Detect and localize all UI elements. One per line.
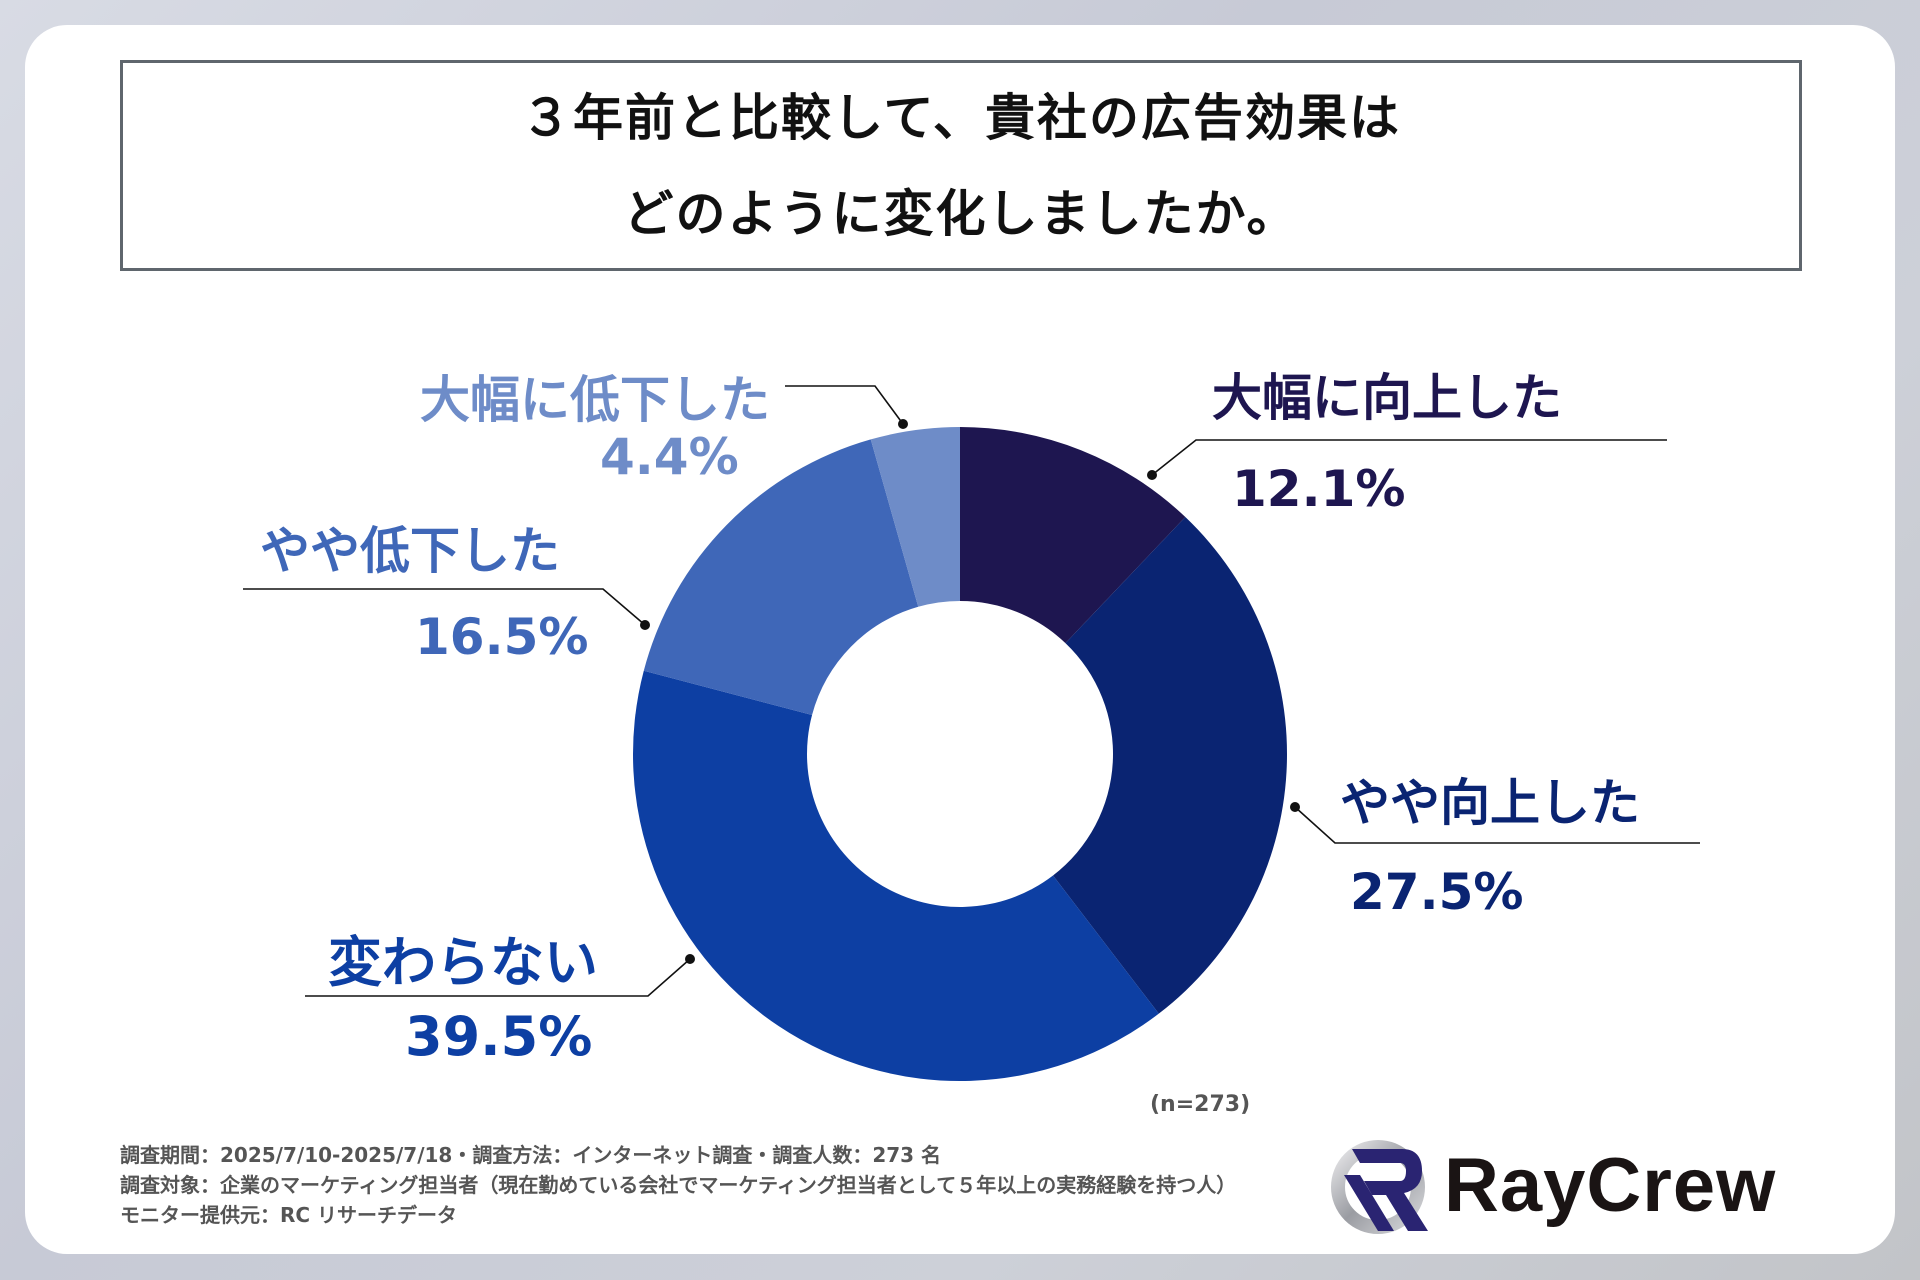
- label-value-s1: 27.5%: [1350, 863, 1524, 921]
- survey-footer: 調査期間：2025/7/10-2025/7/18・調査方法：インターネット調査・…: [120, 1140, 1236, 1230]
- title-line-2: どのように変化しましたか。: [623, 184, 1299, 243]
- label-value-s3: 16.5%: [415, 608, 589, 666]
- label-category-s3: やや低下した: [260, 522, 560, 580]
- leader-dots: [640, 419, 1300, 964]
- leader-line-s0: [1151, 439, 1667, 476]
- label-category-s2: 変わらない: [328, 931, 598, 994]
- donut-slices: [633, 427, 1288, 1081]
- footer-data-provider: モニター提供元：RC リサーチデータ: [120, 1203, 458, 1227]
- logo-wordmark: RayCrew: [1444, 1142, 1777, 1228]
- leader-line-s4: [785, 385, 904, 425]
- label-value-s2: 39.5%: [405, 1005, 593, 1068]
- leader-dot-s2: [685, 954, 695, 964]
- donut-slice-2: [633, 670, 1159, 1081]
- leader-line-s3: [243, 588, 646, 626]
- label-category-s0: 大幅に向上した: [1212, 369, 1562, 427]
- donut-slice-3: [643, 439, 919, 716]
- raycrew-r-logo-icon: [1331, 1140, 1428, 1234]
- title-box: ３年前と比較して、貴社の広告効果は どのように変化しましたか。: [120, 60, 1802, 271]
- leader-dot-s1: [1290, 802, 1300, 812]
- leader-dot-s3: [640, 620, 650, 630]
- footer-survey-target: 調査対象：企業のマーケティング担当者（現在勤めている会社でマーケティング担当者と…: [120, 1173, 1237, 1197]
- sample-size-note: (n=273): [1150, 1092, 1251, 1117]
- label-category-s1: やや向上した: [1340, 774, 1640, 832]
- leader-line-s2: [305, 958, 691, 997]
- leader-lines: [243, 385, 1700, 997]
- label-value-s0: 12.1%: [1232, 460, 1406, 518]
- leader-dot-s0: [1147, 470, 1157, 480]
- leader-dot-s4: [898, 419, 908, 429]
- donut-slice-0: [960, 427, 1186, 644]
- label-value-s4: 4.4%: [600, 428, 739, 486]
- donut-slice-1: [1053, 517, 1288, 1014]
- raycrew-logo: RayCrew: [1330, 1135, 1810, 1235]
- label-category-s4: 大幅に低下した: [420, 371, 770, 429]
- donut-slice-4: [870, 427, 960, 607]
- leader-line-s1: [1294, 806, 1700, 844]
- title-line-1: ３年前と比較して、貴社の広告効果は: [521, 88, 1401, 147]
- footer-survey-period: 調査期間：2025/7/10-2025/7/18・調査方法：インターネット調査・…: [120, 1143, 942, 1167]
